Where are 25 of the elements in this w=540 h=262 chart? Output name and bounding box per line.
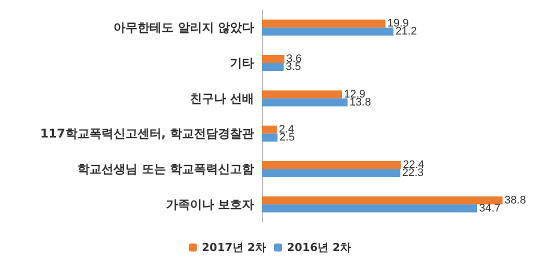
y-tick-label: 친구나 선배	[190, 91, 254, 106]
data-label: 34.7	[479, 202, 501, 214]
bar	[262, 98, 348, 106]
data-label: 3.5	[286, 61, 301, 73]
bar	[262, 169, 400, 177]
legend-label: 2017년 2차	[202, 241, 266, 254]
y-tick-label: 학교선생님 또는 학교폭력신고함	[78, 162, 254, 176]
y-tick-label: 기타	[230, 56, 254, 70]
y-tick-label: 아무한테도 알리지 않았다	[114, 20, 254, 35]
bar	[262, 204, 478, 212]
bar	[262, 28, 394, 36]
bar	[262, 55, 284, 63]
data-label: 38.8	[504, 194, 526, 206]
bar	[262, 20, 386, 28]
legend-label: 2016년 2차	[287, 241, 352, 254]
y-tick-label: 117학교폭력신고센터, 학교전담경찰관	[40, 126, 254, 141]
bar	[262, 196, 503, 204]
data-label: 22.3	[402, 167, 424, 179]
bar	[262, 134, 278, 142]
bar	[262, 63, 284, 71]
bar	[262, 126, 277, 134]
y-tick-label: 가족이나 보호자	[166, 197, 254, 212]
data-label: 13.8	[350, 96, 371, 108]
bar	[262, 90, 342, 98]
bar	[262, 161, 401, 169]
